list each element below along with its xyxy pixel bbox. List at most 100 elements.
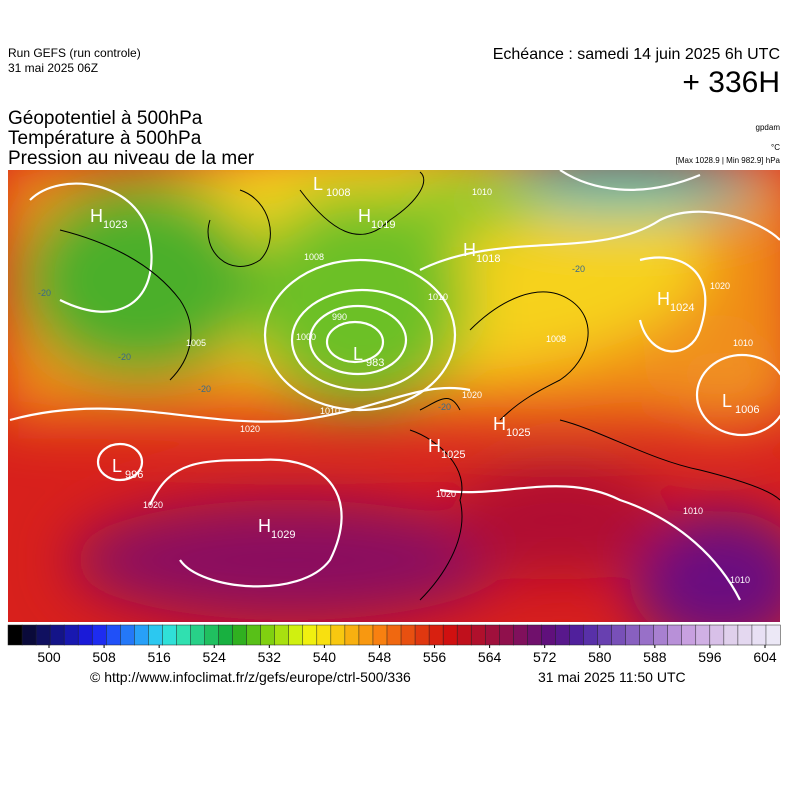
isobar-label: 1020 [462,390,482,400]
colorbar-cell [723,624,739,646]
isobar-label: 1008 [546,334,566,344]
unit: gpdam [755,123,780,132]
colorbar-cell [162,624,177,646]
center-pressure: 1006 [735,404,759,416]
center-pressure: 1018 [476,253,500,265]
source-url: © http://www.infoclimat.fr/z/gefs/europe… [90,669,411,685]
isobar-label: 1020 [436,489,456,499]
colorbar-cell [414,624,430,646]
colorbar-cell [120,624,135,646]
colorbar-cell [372,624,388,646]
colorbar-tick-label: 580 [588,649,612,665]
colorbar-cell [77,624,93,646]
colorbar-cell [91,624,107,646]
colorbar-tick-label: 588 [643,649,667,665]
colorbar-cell [358,624,374,646]
isobar-label: 1020 [710,281,730,291]
colorbar-cell [653,624,669,646]
center-letter: H [358,206,371,226]
center-pressure: 1025 [441,449,465,461]
colorbar-cell [35,624,51,646]
center-letter: L [353,344,363,364]
center-letter: H [258,516,271,536]
lead-time: + 336H [682,66,780,99]
colorbar-cell [681,624,697,646]
colorbar-cell [330,624,346,646]
isobar-label: 1010 [683,506,703,516]
colorbar-cell [302,624,318,646]
colorbar-cell [190,624,206,646]
colorbar-cell [709,624,725,646]
temperature-label: -20 [38,288,51,298]
temperature-label: -20 [438,402,451,412]
isobar-label: 1010 [428,292,448,302]
colorbar-cell [21,624,37,646]
colorbar-cell [344,624,360,646]
colorbar-cell [499,624,514,646]
colorbar-cell [428,624,444,646]
colorbar-cell [400,624,416,646]
colorbar-cell [456,624,472,646]
run-label: Run GEFS (run controle) [8,46,141,60]
colorbar-tick-label: 548 [368,649,392,665]
colorbar-cell [386,624,402,646]
temperature-label: -20 [118,352,131,362]
colorbar-cell [569,624,585,646]
colorbar-cell [218,624,234,646]
colorbar-cell [134,624,149,646]
colorbar-cell [246,624,262,646]
title: Température à 500hPa [8,128,202,149]
center-letter: H [493,414,506,434]
unit: °C [771,143,780,152]
echeance: Echéance : samedi 14 juin 2025 6h UTC [492,46,780,63]
colorbar-tick-label: 604 [753,649,777,665]
center-letter: L [112,456,122,476]
colorbar-cell [527,624,542,646]
colorbar-cell [751,624,767,646]
isobar-label: 1010 [320,406,340,416]
isobar-label: 1010 [733,338,753,348]
run-date: 31 mai 2025 06Z [8,61,99,75]
title: Pression au niveau de la mer [8,148,255,169]
coastlines [59,171,780,601]
colorbar-tick-label: 596 [698,649,722,665]
title: Géopotentiel à 500hPa [8,108,203,129]
colorbar-cell [7,624,23,646]
colorbar-cell [316,624,332,646]
colorbar-cell [176,624,192,646]
colorbar-cell [765,624,781,646]
colorbar-cell [204,624,220,646]
center-pressure: 983 [366,357,384,369]
center-pressure: 996 [125,469,143,481]
colorbar-tick-label: 564 [478,649,502,665]
colorbar-cell [49,624,65,646]
colorbar-tick-label: 500 [37,649,61,665]
colorbar-tick-label: 532 [258,649,282,665]
center-pressure: 1029 [271,529,295,541]
temperature-label: -20 [572,264,585,274]
colorbar-tick-label: 524 [203,649,227,665]
colorbar-cell [625,624,641,646]
center-pressure: 1019 [371,219,395,231]
isobar-label: 1010 [730,575,750,585]
isobar-label: 1020 [143,500,163,510]
center-letter: L [313,174,323,194]
center-pressure: 1008 [326,187,350,199]
colorbar-tick-label: 556 [423,649,447,665]
colorbar-tick-label: 508 [92,649,116,665]
colorbar-cell [442,624,458,646]
colorbar-cell [484,624,500,646]
colorbar-tick-label: 516 [147,649,171,665]
colorbar-cell [639,624,655,646]
isobar-label: 1020 [240,424,260,434]
field [8,170,780,622]
colorbar-cell [513,624,528,646]
center-pressure: 1025 [506,427,530,439]
colorbar-cell [695,624,711,646]
isobar-label: 1005 [186,338,206,348]
colorbar-cell [597,624,613,646]
colorbar-cell [148,624,163,646]
center-pressure: 1024 [670,302,694,314]
temperature-label: -20 [198,384,211,394]
